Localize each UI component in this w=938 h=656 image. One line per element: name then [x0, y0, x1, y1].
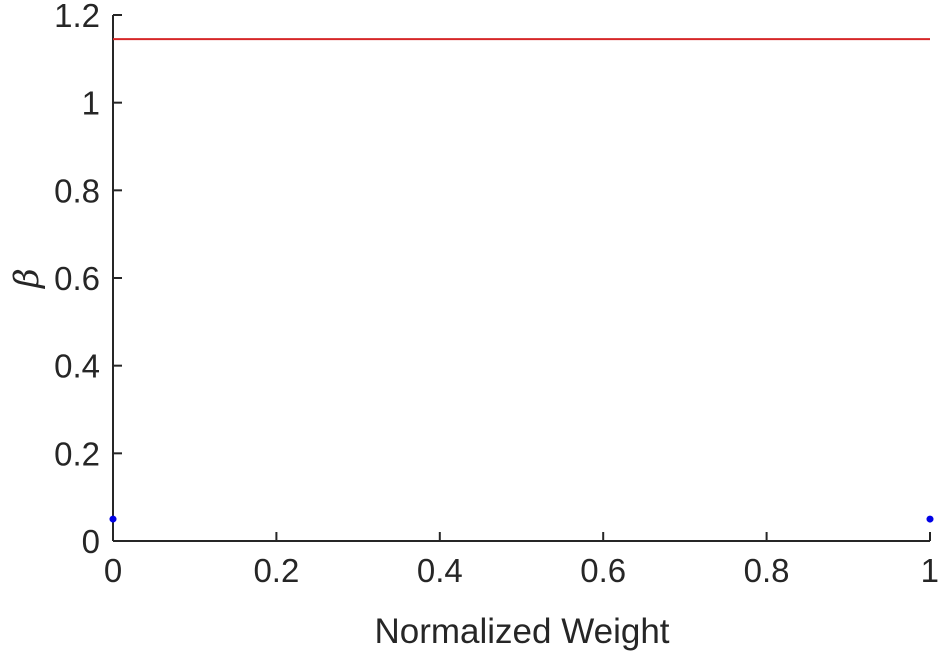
y-axis-label: β: [7, 268, 47, 290]
x-tick-label: 0.4: [417, 552, 463, 589]
scatter-point: [926, 515, 934, 523]
x-tick-label: 0.2: [253, 552, 299, 589]
y-tick-label: 1: [82, 85, 100, 122]
y-tick-label: 0: [82, 523, 100, 560]
axes: [112, 15, 930, 542]
y-tick-label: 0.4: [54, 348, 100, 385]
x-tick-label: 0.6: [580, 552, 626, 589]
y-tick-label: 0.2: [54, 435, 100, 472]
y-tick-label: 0.6: [54, 260, 100, 297]
ticks: 0 0.2 0.4 0.6 0.8 1 0 0.2 0.4 0.6 0.8 1 1.2: [54, 0, 938, 589]
y-tick-label: 0.8: [54, 172, 100, 209]
plot-series: [109, 38, 934, 523]
x-axis-label: Normalized Weight: [374, 612, 669, 651]
scatter-point: [109, 515, 117, 523]
x-tick-label: 1: [921, 552, 938, 589]
x-tick-label: 0.8: [744, 552, 790, 589]
x-tick-label: 0: [104, 552, 122, 589]
y-tick-label: 1.2: [54, 0, 100, 34]
